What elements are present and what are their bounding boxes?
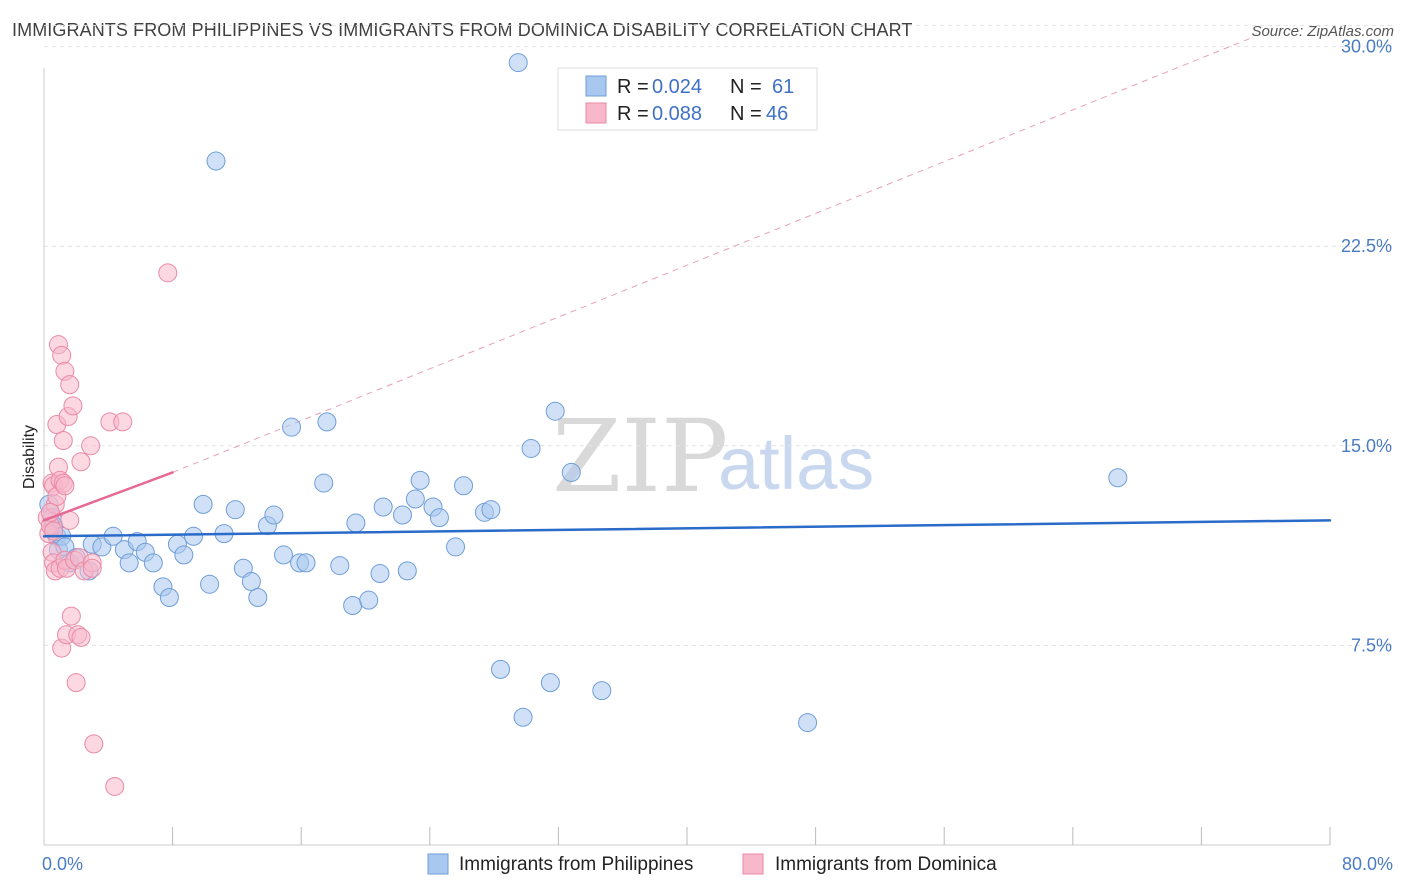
point-philippines (174, 545, 194, 565)
point-dominica (158, 263, 178, 283)
legend-n-value-2: 46 (766, 103, 788, 125)
x-tick-label: 0.0% (42, 854, 83, 874)
bottom-legend-swatch-dominica (742, 853, 764, 875)
point-philippines (143, 553, 163, 573)
point-philippines (798, 713, 818, 733)
legend-n-label-2: N = (730, 103, 762, 125)
point-philippines (193, 494, 213, 514)
point-philippines (225, 500, 245, 520)
point-philippines (314, 473, 334, 493)
scatter-points (37, 53, 1128, 796)
point-philippines (274, 545, 294, 565)
point-dominica (82, 558, 102, 578)
legend-swatch-philippines (585, 75, 607, 97)
point-philippines (373, 497, 393, 517)
point-philippines (200, 574, 220, 594)
point-philippines (592, 681, 612, 701)
point-philippines (1108, 468, 1128, 488)
trend-line-1 (42, 471, 174, 522)
point-philippines (410, 470, 430, 490)
watermark-zip: ZIP (552, 398, 728, 515)
legend-r-label-1: R = (617, 76, 649, 98)
watermark-atlas: atlas (718, 422, 874, 505)
y-tick-label: 15.0% (1341, 436, 1392, 456)
y-tick-labels: 7.5% 15.0% 22.5% 30.0% (1341, 37, 1392, 656)
source-label: Source: ZipAtlas.com (1251, 23, 1394, 40)
point-philippines (317, 412, 337, 432)
point-philippines (545, 401, 565, 421)
x-tick-label: 80.0% (1342, 854, 1393, 874)
point-philippines (264, 505, 284, 525)
point-philippines (241, 572, 261, 592)
point-philippines (429, 508, 449, 528)
bottom-legend-swatch-philippines (427, 853, 449, 875)
point-dominica (81, 436, 101, 456)
point-philippines (446, 537, 466, 557)
point-dominica (52, 345, 72, 365)
point-dominica (63, 396, 83, 416)
point-philippines (392, 505, 412, 525)
y-axis-label: Disability (21, 425, 38, 489)
point-philippines (370, 564, 390, 584)
point-philippines (508, 53, 528, 73)
point-philippines (521, 438, 541, 458)
y-tick-label: 22.5% (1341, 236, 1392, 256)
point-philippines (405, 489, 425, 509)
legend-swatch-dominica (585, 102, 607, 124)
gridlines (44, 24, 1392, 646)
point-philippines (359, 590, 379, 610)
point-philippines (561, 462, 581, 482)
legend: R = 0.024 N = 61 R = 0.088 N = 46 (557, 67, 818, 131)
point-philippines (397, 561, 417, 581)
point-philippines (454, 476, 474, 496)
x-ticks (172, 827, 1331, 845)
point-philippines (481, 500, 501, 520)
bottom-legend: Immigrants from Philippines Immigrants f… (427, 853, 997, 875)
point-philippines (248, 588, 268, 607)
point-philippines (119, 553, 139, 573)
legend-r-label-2: R = (617, 103, 649, 125)
point-philippines (513, 707, 533, 727)
point-philippines (491, 659, 511, 679)
legend-r-value-2: 0.088 (652, 103, 702, 125)
point-dominica (60, 375, 80, 395)
y-tick-label: 7.5% (1351, 635, 1392, 655)
point-philippines (282, 417, 302, 437)
point-philippines (330, 556, 350, 576)
point-philippines (343, 595, 363, 615)
point-dominica (84, 734, 104, 754)
point-dominica (105, 776, 125, 796)
point-philippines (540, 673, 560, 693)
point-philippines (183, 526, 203, 546)
point-philippines (206, 151, 226, 171)
point-dominica (113, 412, 133, 432)
point-dominica (53, 430, 73, 450)
point-philippines (346, 513, 366, 533)
legend-n-value-1: 61 (772, 76, 794, 98)
trend-line-0 (42, 519, 1332, 538)
point-dominica (55, 476, 75, 496)
point-philippines (296, 553, 316, 573)
x-tick-labels: 0.0% 80.0% (42, 854, 1393, 874)
point-dominica (61, 606, 81, 626)
legend-n-label-1: N = (730, 76, 762, 98)
bottom-legend-label-dominica: Immigrants from Dominica (775, 854, 997, 875)
point-dominica (66, 673, 86, 693)
bottom-legend-label-philippines: Immigrants from Philippines (459, 854, 693, 875)
y-tick-label: 30.0% (1341, 37, 1392, 57)
point-dominica (71, 452, 91, 472)
point-philippines (159, 588, 179, 607)
point-dominica (71, 627, 91, 647)
legend-r-value-1: 0.024 (652, 76, 702, 98)
